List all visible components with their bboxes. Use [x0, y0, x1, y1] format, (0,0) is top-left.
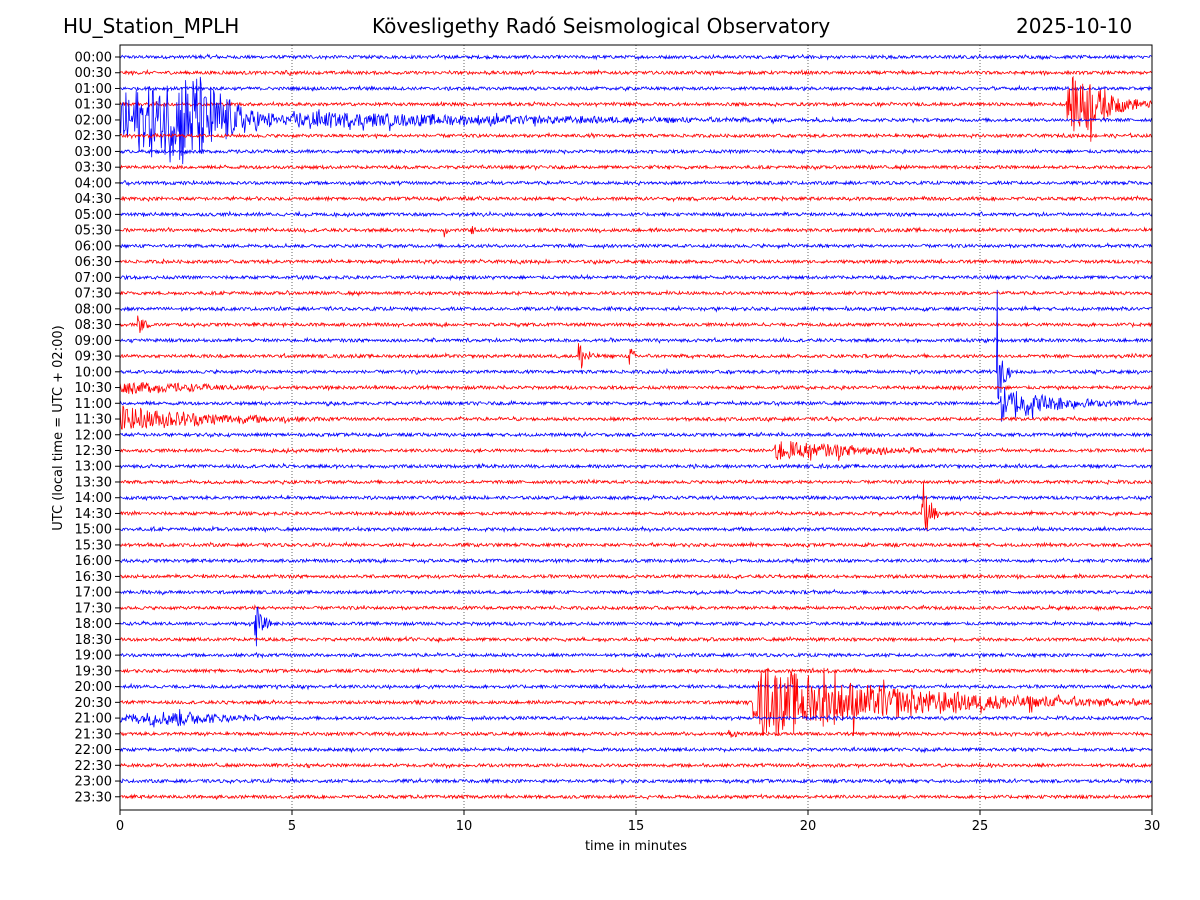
y-tick-label: 02:30 — [75, 129, 112, 144]
y-tick-label: 23:00 — [75, 775, 112, 790]
trace-0400 — [120, 180, 1152, 185]
y-tick-label: 08:00 — [75, 302, 112, 317]
y-tick-label: 14:00 — [75, 491, 112, 506]
y-tick-label: 04:00 — [75, 176, 112, 191]
y-tick-label: 11:00 — [75, 397, 112, 412]
x-axis-label: time in minutes — [585, 839, 687, 854]
y-tick-label: 03:00 — [75, 145, 112, 160]
helicorder-figure: HU_Station_MPLH Kövesligethy Radó Seismo… — [0, 0, 1200, 900]
y-tick-label: 17:30 — [75, 601, 112, 616]
y-tick-label: 05:00 — [75, 208, 112, 223]
x-tick-label: 15 — [628, 819, 645, 834]
y-tick-label: 10:00 — [75, 365, 112, 380]
y-tick-label: 06:00 — [75, 239, 112, 254]
y-tick-label: 21:30 — [75, 727, 112, 742]
y-tick-label: 20:30 — [75, 696, 112, 711]
trace-0430 — [120, 196, 1152, 201]
trace-1200 — [120, 432, 1152, 437]
trace-0030 — [120, 70, 1152, 75]
y-tick-label: 07:30 — [75, 287, 112, 302]
trace-1030 — [120, 382, 1152, 394]
x-tick-label: 10 — [456, 819, 473, 834]
y-tick-label: 00:00 — [75, 51, 112, 66]
y-tick-label: 23:30 — [75, 790, 112, 805]
y-tick-label: 19:00 — [75, 649, 112, 664]
y-tick-label: 13:00 — [75, 460, 112, 475]
y-tick-label: 19:30 — [75, 664, 112, 679]
y-tick-label: 03:30 — [75, 161, 112, 176]
x-tick-label: 30 — [1144, 819, 1161, 834]
y-tick-label: 22:30 — [75, 759, 112, 774]
y-tick-label: 18:30 — [75, 633, 112, 648]
y-tick-label: 11:30 — [75, 413, 112, 428]
y-tick-label: 14:30 — [75, 507, 112, 522]
y-tick-label: 09:00 — [75, 334, 112, 349]
y-tick-label: 13:30 — [75, 475, 112, 490]
y-tick-label: 04:30 — [75, 192, 112, 207]
y-tick-label: 02:00 — [75, 113, 112, 128]
y-tick-label: 12:00 — [75, 428, 112, 443]
trace-0130 — [120, 77, 1152, 142]
y-tick-label: 01:00 — [75, 82, 112, 97]
y-tick-label: 15:30 — [75, 538, 112, 553]
y-tick-label: 00:30 — [75, 66, 112, 81]
x-tick-label: 0 — [116, 819, 124, 834]
y-tick-label: 01:30 — [75, 98, 112, 113]
trace-1500 — [120, 527, 1152, 532]
y-tick-label: 16:00 — [75, 554, 112, 569]
y-tick-label: 06:30 — [75, 255, 112, 270]
x-tick-label: 20 — [800, 819, 817, 834]
y-tick-label: 18:00 — [75, 617, 112, 632]
y-tick-label: 12:30 — [75, 444, 112, 459]
trace-2300 — [120, 779, 1152, 784]
x-tick-label: 5 — [288, 819, 296, 834]
y-tick-label: 09:30 — [75, 350, 112, 365]
y-axis-label: UTC (local time = UTC + 02:00) — [51, 325, 66, 530]
trace-2130 — [120, 730, 1152, 738]
trace-1900 — [120, 653, 1152, 658]
y-tick-label: 07:00 — [75, 271, 112, 286]
trace-0630 — [120, 259, 1152, 264]
trace-0530 — [120, 226, 1152, 237]
y-tick-label: 22:00 — [75, 743, 112, 758]
seismogram-plot: 00:0000:3001:0001:3002:0002:3003:0003:30… — [0, 0, 1200, 900]
trace-0700 — [120, 275, 1152, 280]
trace-1100 — [120, 387, 1152, 421]
y-tick-label: 08:30 — [75, 318, 112, 333]
y-tick-label: 15:00 — [75, 523, 112, 538]
y-tick-label: 17:00 — [75, 586, 112, 601]
y-tick-label: 16:30 — [75, 570, 112, 585]
trace-1830 — [120, 637, 1152, 642]
trace-1300 — [120, 464, 1152, 469]
trace-1630 — [120, 574, 1152, 579]
y-tick-label: 21:00 — [75, 712, 112, 727]
x-tick-label: 25 — [972, 819, 989, 834]
y-tick-label: 20:00 — [75, 680, 112, 695]
y-tick-label: 10:30 — [75, 381, 112, 396]
trace-1700 — [120, 590, 1152, 595]
y-tick-label: 05:30 — [75, 224, 112, 239]
trace-0000 — [120, 55, 1152, 60]
trace-0600 — [120, 243, 1152, 248]
